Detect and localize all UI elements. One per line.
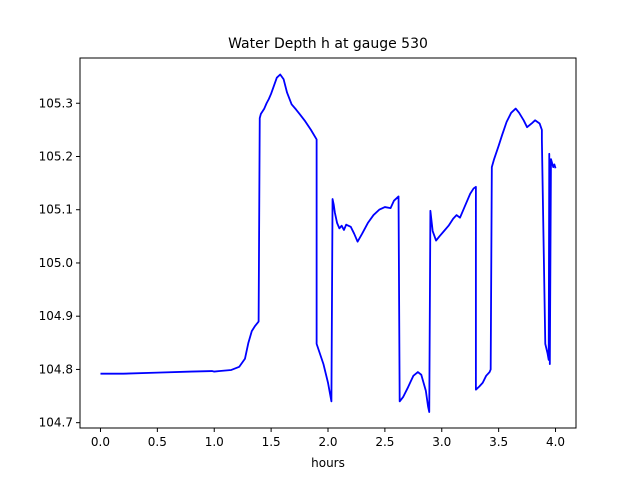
- x-axis: 0.0 0.5 1.0 1.5 2.0 2.5 3.0 3.5 4.0: [91, 428, 565, 449]
- y-tick-label: 105.0: [39, 256, 73, 270]
- plot-area: [100, 73, 557, 413]
- series-line-0: [100, 73, 557, 413]
- y-axis: 104.7 104.8 104.9 105.0 105.1 105.2 105.3: [39, 96, 80, 430]
- y-tick-label: 104.8: [39, 362, 73, 376]
- x-tick-label: 3.0: [432, 435, 451, 449]
- x-tick-label: 2.5: [375, 435, 394, 449]
- y-tick-label: 104.7: [39, 416, 73, 430]
- x-tick-label: 0.0: [91, 435, 110, 449]
- y-tick-label: 104.9: [39, 309, 73, 323]
- x-tick-label: 4.0: [546, 435, 565, 449]
- y-tick-label: 105.3: [39, 96, 73, 110]
- y-tick-label: 105.2: [39, 149, 73, 163]
- chart-title: Water Depth h at gauge 530: [228, 36, 428, 52]
- x-tick-label: 1.0: [205, 435, 224, 449]
- x-tick-label: 2.0: [318, 435, 337, 449]
- y-tick-label: 105.1: [39, 203, 73, 217]
- x-axis-label: hours: [311, 456, 345, 470]
- x-tick-label: 0.5: [148, 435, 167, 449]
- x-tick-label: 1.5: [262, 435, 281, 449]
- x-tick-label: 3.5: [489, 435, 508, 449]
